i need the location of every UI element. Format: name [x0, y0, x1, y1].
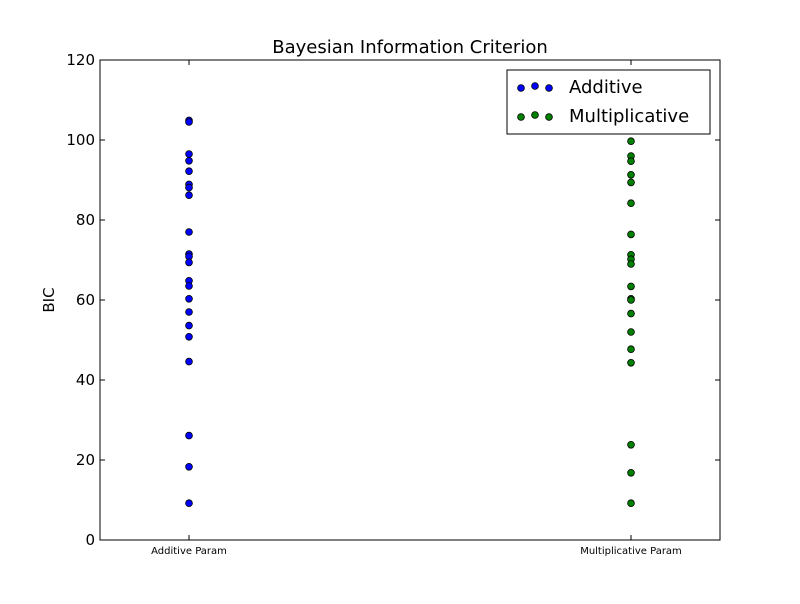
y-tick-label: 100: [66, 131, 95, 149]
data-point-multiplicative: [627, 282, 635, 291]
y-tick-label: 40: [76, 371, 95, 389]
data-point-multiplicative: [627, 499, 635, 508]
data-point-additive: [185, 191, 193, 200]
y-tick-label: 60: [76, 291, 95, 309]
data-point-additive: [185, 357, 193, 366]
legend-marker-multiplicative: [545, 113, 553, 121]
data-points: [185, 116, 635, 508]
data-point-multiplicative: [627, 296, 635, 304]
data-point-multiplicative: [627, 260, 635, 268]
data-point-additive: [185, 228, 193, 236]
legend-marker-additive: [517, 84, 525, 92]
legend-label-multiplicative: Multiplicative: [569, 106, 689, 127]
legend-label-additive: Additive: [569, 77, 643, 98]
data-point-multiplicative: [627, 178, 635, 187]
data-point-additive: [185, 118, 193, 126]
data-point-multiplicative: [627, 358, 635, 367]
data-point-additive: [185, 431, 193, 440]
data-point-additive: [185, 167, 193, 176]
x-tick-label: Multiplicative Param: [580, 546, 682, 557]
data-point-multiplicative: [627, 328, 635, 336]
legend: Additive Multiplicative: [506, 69, 711, 135]
x-tick-label: Additive Param: [151, 546, 227, 557]
y-axis-label: BIC: [40, 287, 58, 312]
y-axis: 0 20 40 60 80 100 120: [66, 51, 720, 549]
y-tick-label: 120: [66, 51, 95, 69]
data-point-additive: [185, 258, 193, 267]
data-point-additive: [185, 462, 193, 471]
y-tick-label: 0: [85, 531, 95, 549]
x-axis: Additive Param Multiplicative Param: [151, 60, 682, 557]
data-point-additive: [185, 308, 193, 316]
chart-title: Bayesian Information Criterion: [272, 37, 547, 58]
data-point-additive: [185, 150, 193, 158]
legend-marker-multiplicative: [531, 111, 539, 119]
data-point-multiplicative: [627, 137, 635, 146]
data-point-multiplicative: [627, 468, 635, 477]
legend-marker-additive: [545, 84, 553, 92]
data-point-additive: [185, 282, 193, 290]
data-point-additive: [185, 294, 193, 303]
plot-area-frame: [99, 59, 721, 541]
legend-marker-multiplicative: [517, 113, 525, 121]
data-point-additive: [185, 321, 193, 330]
y-tick-label: 80: [76, 211, 95, 229]
data-point-multiplicative: [627, 199, 635, 208]
legend-box: [506, 69, 711, 135]
data-point-multiplicative: [627, 440, 635, 449]
data-point-multiplicative: [627, 345, 635, 354]
data-point-additive: [185, 499, 193, 508]
y-tick-label: 20: [76, 451, 95, 469]
data-point-multiplicative: [627, 309, 635, 318]
data-point-multiplicative: [627, 171, 635, 179]
data-point-multiplicative: [627, 157, 635, 166]
data-point-additive: [185, 332, 193, 341]
legend-marker-additive: [531, 82, 539, 90]
data-point-additive: [185, 157, 193, 165]
data-point-additive: [185, 183, 193, 192]
data-point-multiplicative: [627, 230, 635, 239]
